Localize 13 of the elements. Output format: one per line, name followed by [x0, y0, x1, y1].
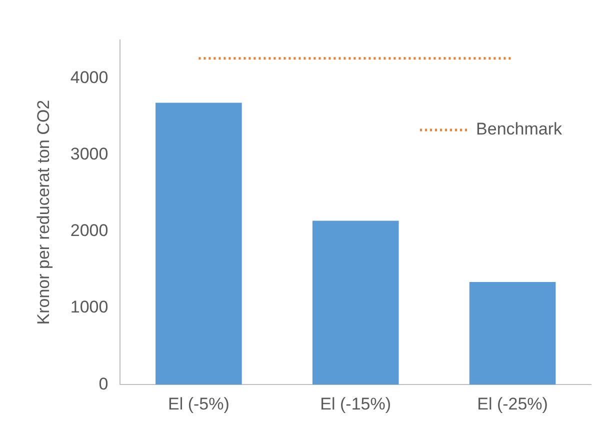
y-tick-label: 2000 — [70, 221, 108, 240]
bar — [469, 282, 556, 385]
y-tick-label: 1000 — [70, 298, 108, 317]
legend-label: Benchmark — [476, 120, 562, 139]
x-tick-label: El (-15%) — [320, 394, 392, 414]
x-tick-label: El (-25%) — [477, 394, 548, 414]
y-axis-title: Kronor per reducerat ton CO2 — [34, 100, 53, 325]
x-tick-label: El (-5%) — [168, 394, 230, 414]
y-tick-label: 4000 — [70, 68, 108, 87]
bar — [312, 220, 399, 385]
y-tick-label: 0 — [98, 374, 108, 394]
y-tick-label: 3000 — [70, 144, 108, 164]
bar — [156, 102, 242, 385]
